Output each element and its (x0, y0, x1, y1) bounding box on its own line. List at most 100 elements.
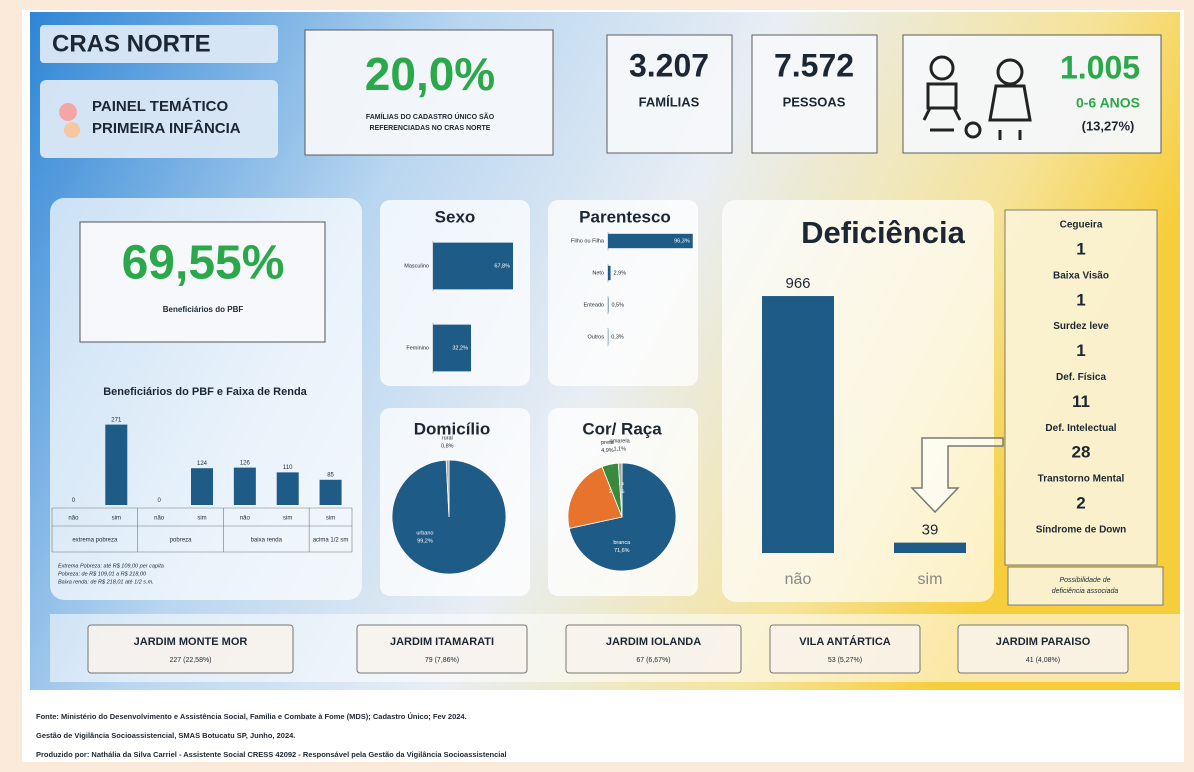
value-label: 96,3% (674, 238, 690, 244)
neighborhood-name: JARDIM PARAISO (996, 636, 1091, 648)
neighborhood-name: JARDIM MONTE MOR (134, 636, 248, 648)
value-label: 85 (327, 473, 334, 479)
deficiency-label: Transtorno Mental (1038, 474, 1125, 485)
group-label: baixa renda (251, 538, 283, 544)
note: Pobreza: de R$ 109,01 a R$ 218,00 (58, 571, 147, 577)
kpi-value: 1.005 (1060, 49, 1140, 85)
kpi-label: REFERENCIADAS NO CRAS NORTE (370, 125, 491, 132)
kpi-label: FAMÍLIAS DO CADASTRO ÚNICO SÃO (366, 112, 495, 121)
neighborhood-box (88, 625, 293, 673)
bar (105, 425, 127, 505)
note-box (1008, 567, 1163, 605)
subtitle: PAINEL TEMÁTICO (92, 98, 228, 115)
bar (277, 472, 299, 505)
x-tick-label: não (240, 516, 251, 522)
bar (320, 480, 342, 505)
deficiency-count: 2 (1076, 493, 1085, 512)
y-tick-label: Masculino (404, 263, 429, 269)
chart-title: Parentesco (579, 207, 671, 226)
x-tick-label: não (154, 516, 165, 522)
x-tick-label: sim (918, 571, 943, 588)
slice-label: branca (613, 540, 631, 546)
deficiency-note: deficiência associada (1052, 588, 1119, 595)
kpi-label: (13,27%) (1082, 118, 1135, 133)
kpi-value: 20,0% (365, 48, 495, 100)
group-label: pobreza (170, 538, 192, 544)
bar (608, 266, 611, 280)
value-label: 124 (197, 461, 208, 467)
x-tick-label: sim (112, 516, 121, 522)
value-label: 2,9% (614, 270, 627, 276)
kpi-label: 0-6 ANOS (1076, 95, 1140, 111)
kpi-label: FAMÍLIAS (639, 94, 700, 109)
neighborhood-value: 227 (22,58%) (169, 657, 211, 664)
value-label: 126 (240, 460, 251, 466)
slice-value: 0,8% (441, 443, 454, 449)
neighborhood-value: 79 (7,86%) (425, 657, 459, 664)
deficiency-label: Def. Física (1056, 372, 1106, 383)
slice-value: 71,6% (614, 548, 630, 554)
kpi-label: PESSOAS (783, 94, 846, 109)
deficiency-count: 11 (1072, 392, 1090, 411)
deficiency-count: 1 (1076, 239, 1085, 258)
deficiency-label: Baixa Visão (1053, 270, 1109, 281)
y-tick-label: Filho ou Filha (571, 238, 605, 244)
pbf-label: Beneficiários do PBF (163, 305, 244, 314)
y-tick-label: Feminino (406, 345, 429, 351)
x-tick-label: não (785, 571, 812, 588)
value-label: 67,8% (494, 263, 510, 269)
neighborhood-value: 41 (4,08%) (1026, 657, 1060, 664)
deficiency-label: Síndrome de Down (1036, 524, 1127, 535)
x-tick-label: não (68, 516, 79, 522)
neighborhood-name: VILA ANTÁRTICA (799, 635, 891, 648)
slice-label: amarela (610, 438, 631, 444)
bar (191, 468, 213, 505)
x-tick-label: sim (197, 516, 206, 522)
chart-title: Sexo (435, 207, 476, 226)
value-label: 0,3% (611, 334, 624, 340)
icon (64, 122, 80, 138)
footer-line: Gestão de Vigilância Socioassistencial, … (36, 731, 295, 740)
pbf-value: 69,55% (122, 237, 285, 290)
icon (59, 103, 77, 121)
bar (894, 543, 966, 553)
deficiency-count: 28 (1072, 443, 1091, 462)
deficiency-label: Def. Intelectual (1045, 423, 1116, 434)
x-tick-label: sim (326, 516, 335, 522)
footer-line: Fonte: Ministério do Desenvolvimento e A… (36, 712, 467, 721)
deficiency-note: Possibilidade de (1060, 577, 1111, 584)
bar (234, 468, 256, 505)
deficiency-count: 1 (1076, 341, 1085, 360)
title: CRAS NORTE (52, 30, 211, 57)
note: Baixa renda: de R$ 218,01 até 1/2 s.m. (58, 579, 154, 585)
subtitle: PRIMEIRA INFÂNCIA (92, 119, 241, 137)
value-label: 271 (111, 417, 122, 423)
neighborhood-name: JARDIM ITAMARATI (390, 636, 494, 648)
neighborhood-box (770, 625, 920, 673)
value-label: 32,2% (452, 345, 468, 351)
x-tick-label: sim (283, 516, 292, 522)
neighborhood-value: 53 (5,27%) (828, 657, 862, 664)
deficiency-label: Surdez leve (1053, 321, 1109, 332)
slice-value: 4,9% (601, 448, 614, 454)
deficiency-label: Cegueira (1060, 220, 1103, 231)
value-label: 110 (283, 465, 293, 471)
note: Extrema Pobreza: até R$ 109,00 per capit… (58, 563, 164, 569)
slice-value: 99,2% (417, 539, 433, 545)
y-tick-label: Outros (587, 334, 604, 340)
neighborhood-box (357, 625, 527, 673)
deficiency-count: 1 (1076, 290, 1085, 309)
value-label: 966 (785, 275, 810, 292)
group-label: extrema pobreza (72, 538, 118, 544)
value-label: 0,5% (611, 302, 624, 308)
neighborhood-box (566, 625, 741, 673)
slice-value: 1,1% (613, 446, 626, 452)
y-tick-label: Enteado (584, 302, 605, 308)
dashboard: CRAS NORTE PAINEL TEMÁTICO PRIMEIRA INFÂ… (0, 0, 1194, 772)
neighborhood-name: JARDIM IOLANDA (606, 636, 701, 648)
kpi-value: 3.207 (629, 47, 709, 83)
chart-title: Deficiência (801, 215, 965, 250)
bar (762, 296, 834, 553)
value-label: 39 (922, 522, 939, 539)
kpi-value: 7.572 (774, 47, 854, 83)
